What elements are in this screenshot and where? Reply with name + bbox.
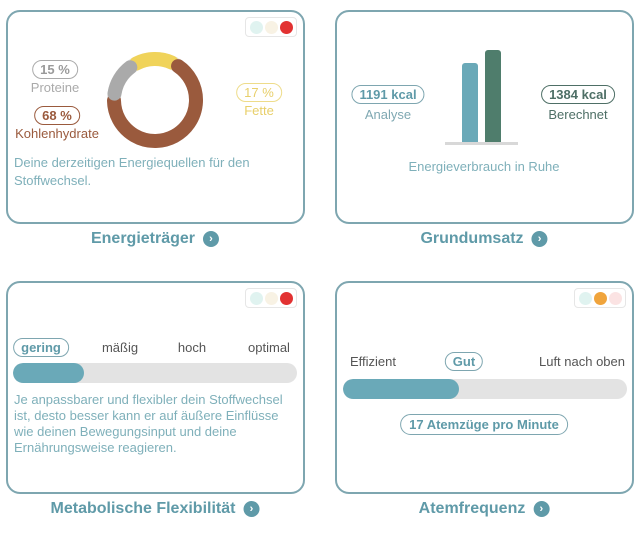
level-gering: gering: [13, 338, 69, 357]
protein-pct: 15 %: [32, 60, 78, 79]
level-maessig: mäßig: [101, 340, 139, 355]
atem-right-label: Luft nach oben: [538, 354, 626, 369]
chevron-right-icon: ›: [243, 501, 260, 517]
donut-segment-fat: [129, 52, 179, 71]
energy-card: [6, 10, 305, 224]
energy-title-link[interactable]: Energieträger ›: [90, 230, 220, 248]
analyse-label: Analyse: [364, 107, 412, 122]
atem-value: 17 Atemzüge pro Minute: [400, 414, 568, 435]
status-dot-green: [250, 292, 263, 305]
flex-progress-fill: [13, 363, 84, 383]
status-dot-green: [579, 292, 592, 305]
status-dot-green: [250, 21, 263, 34]
grundumsatz-card: [335, 10, 634, 224]
atem-title-link[interactable]: Atemfrequenz ›: [419, 500, 550, 518]
calc-label: Berechnet: [548, 107, 608, 122]
atem-left-label: Effizient: [349, 354, 397, 369]
bar-baseline: [445, 142, 518, 145]
flex-progress-bar: [13, 363, 297, 383]
chevron-right-icon: ›: [203, 231, 220, 247]
donut-segment-protein: [107, 60, 138, 101]
chevron-right-icon: ›: [531, 231, 548, 247]
energy-description: Deine derzeitigen Energiequellen für den…: [14, 155, 250, 188]
status-lights: [245, 17, 297, 37]
atem-progress-fill: [343, 379, 460, 399]
flex-title-link[interactable]: Metabolische Flexibilität ›: [51, 500, 260, 518]
calc-value: 1384 kcal: [541, 85, 615, 104]
energy-donut-chart: [107, 52, 203, 148]
status-dot-red: [280, 292, 293, 305]
status-dot-orange: [594, 292, 607, 305]
level-optimal: optimal: [248, 340, 290, 355]
fat-pct: 17 %: [236, 83, 282, 102]
status-dot-red: [280, 21, 293, 34]
chevron-right-icon: ›: [533, 501, 550, 517]
atem-progress-bar: [343, 379, 627, 399]
status-dot-yellow: [265, 21, 278, 34]
protein-label: Proteine: [30, 80, 80, 95]
flex-title: Metabolische Flexibilität: [50, 500, 236, 517]
status-dot-red: [609, 292, 622, 305]
grund-caption: Energieverbrauch in Ruhe: [408, 159, 560, 174]
bar-analyse: [462, 62, 478, 142]
carbs-label: Kohlenhydrate: [15, 126, 99, 141]
atem-title: Atemfrequenz: [418, 500, 526, 517]
atem-rating: Gut: [444, 352, 484, 371]
energy-title: Energieträger: [90, 230, 196, 247]
bar-berechnet: [485, 49, 501, 142]
level-hoch: hoch: [177, 340, 207, 355]
flex-description: Je anpassbarer und flexibler dein Stoffw…: [14, 392, 283, 455]
status-lights: [245, 288, 297, 308]
donut-segment-carbs: [107, 59, 203, 148]
status-dot-yellow: [265, 292, 278, 305]
fat-label: Fette: [244, 103, 274, 118]
grund-title-link[interactable]: Grundumsatz ›: [420, 230, 548, 248]
grund-title: Grundumsatz: [420, 230, 524, 247]
flex-card: [6, 281, 305, 494]
carbs-pct: 68 %: [34, 106, 80, 125]
analyse-value: 1191 kcal: [351, 85, 425, 104]
status-lights: [574, 288, 626, 308]
